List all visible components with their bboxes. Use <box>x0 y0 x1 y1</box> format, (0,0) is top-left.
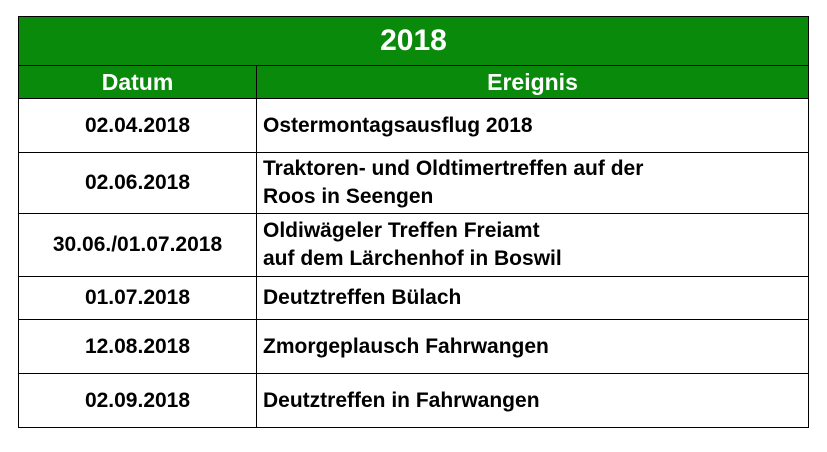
event-cell: Ostermontagsausflug 2018 <box>256 98 809 153</box>
event-text-line: Deutztreffen in Fahrwangen <box>263 388 540 412</box>
title-row: 2018 <box>18 16 809 66</box>
event-text-line: Traktoren- und Oldtimertreffen auf der <box>263 157 644 180</box>
table-row: 12.08.2018 Zmorgeplausch Fahrwangen <box>18 319 809 374</box>
event-cell: Traktoren- und Oldtimertreffen auf der R… <box>256 152 809 214</box>
event-text-line: auf dem Lärchenhof in Boswil <box>263 247 562 270</box>
event-cell: Zmorgeplausch Fahrwangen <box>256 319 809 374</box>
date-cell: 02.04.2018 <box>18 98 257 153</box>
date-cell: 12.08.2018 <box>18 319 257 374</box>
event-text-line: Deutztreffen Bülach <box>263 286 462 309</box>
date-cell: 01.07.2018 <box>18 276 257 320</box>
date-cell: 02.09.2018 <box>18 373 257 428</box>
event-text-line: Roos in Seengen <box>263 185 434 208</box>
event-cell: Deutztreffen Bülach <box>256 276 809 320</box>
date-cell: 30.06./01.07.2018 <box>18 213 257 277</box>
date-cell: 02.06.2018 <box>18 152 257 214</box>
column-header-date: Datum <box>18 65 257 99</box>
event-text-line: Ostermontagsausflug 2018 <box>263 113 533 137</box>
table-row: 02.04.2018 Ostermontagsausflug 2018 <box>18 98 809 153</box>
column-header-event: Ereignis <box>256 65 809 99</box>
events-table: 2018 Datum Ereignis 02.04.2018 Ostermont… <box>18 16 809 428</box>
table-title: 2018 <box>18 16 809 66</box>
table-row: 30.06./01.07.2018 Oldiwägeler Treffen Fr… <box>18 213 809 277</box>
table-row: 02.06.2018 Traktoren- und Oldtimertreffe… <box>18 152 809 214</box>
event-text-line: Oldiwägeler Treffen Freiamt <box>263 219 540 242</box>
event-cell: Oldiwägeler Treffen Freiamt auf dem Lärc… <box>256 213 809 277</box>
event-text-line: Zmorgeplausch Fahrwangen <box>263 334 549 358</box>
header-row: Datum Ereignis <box>18 65 809 99</box>
event-cell: Deutztreffen in Fahrwangen <box>256 373 809 428</box>
table-row: 01.07.2018 Deutztreffen Bülach <box>18 276 809 320</box>
table-row: 02.09.2018 Deutztreffen in Fahrwangen <box>18 373 809 428</box>
